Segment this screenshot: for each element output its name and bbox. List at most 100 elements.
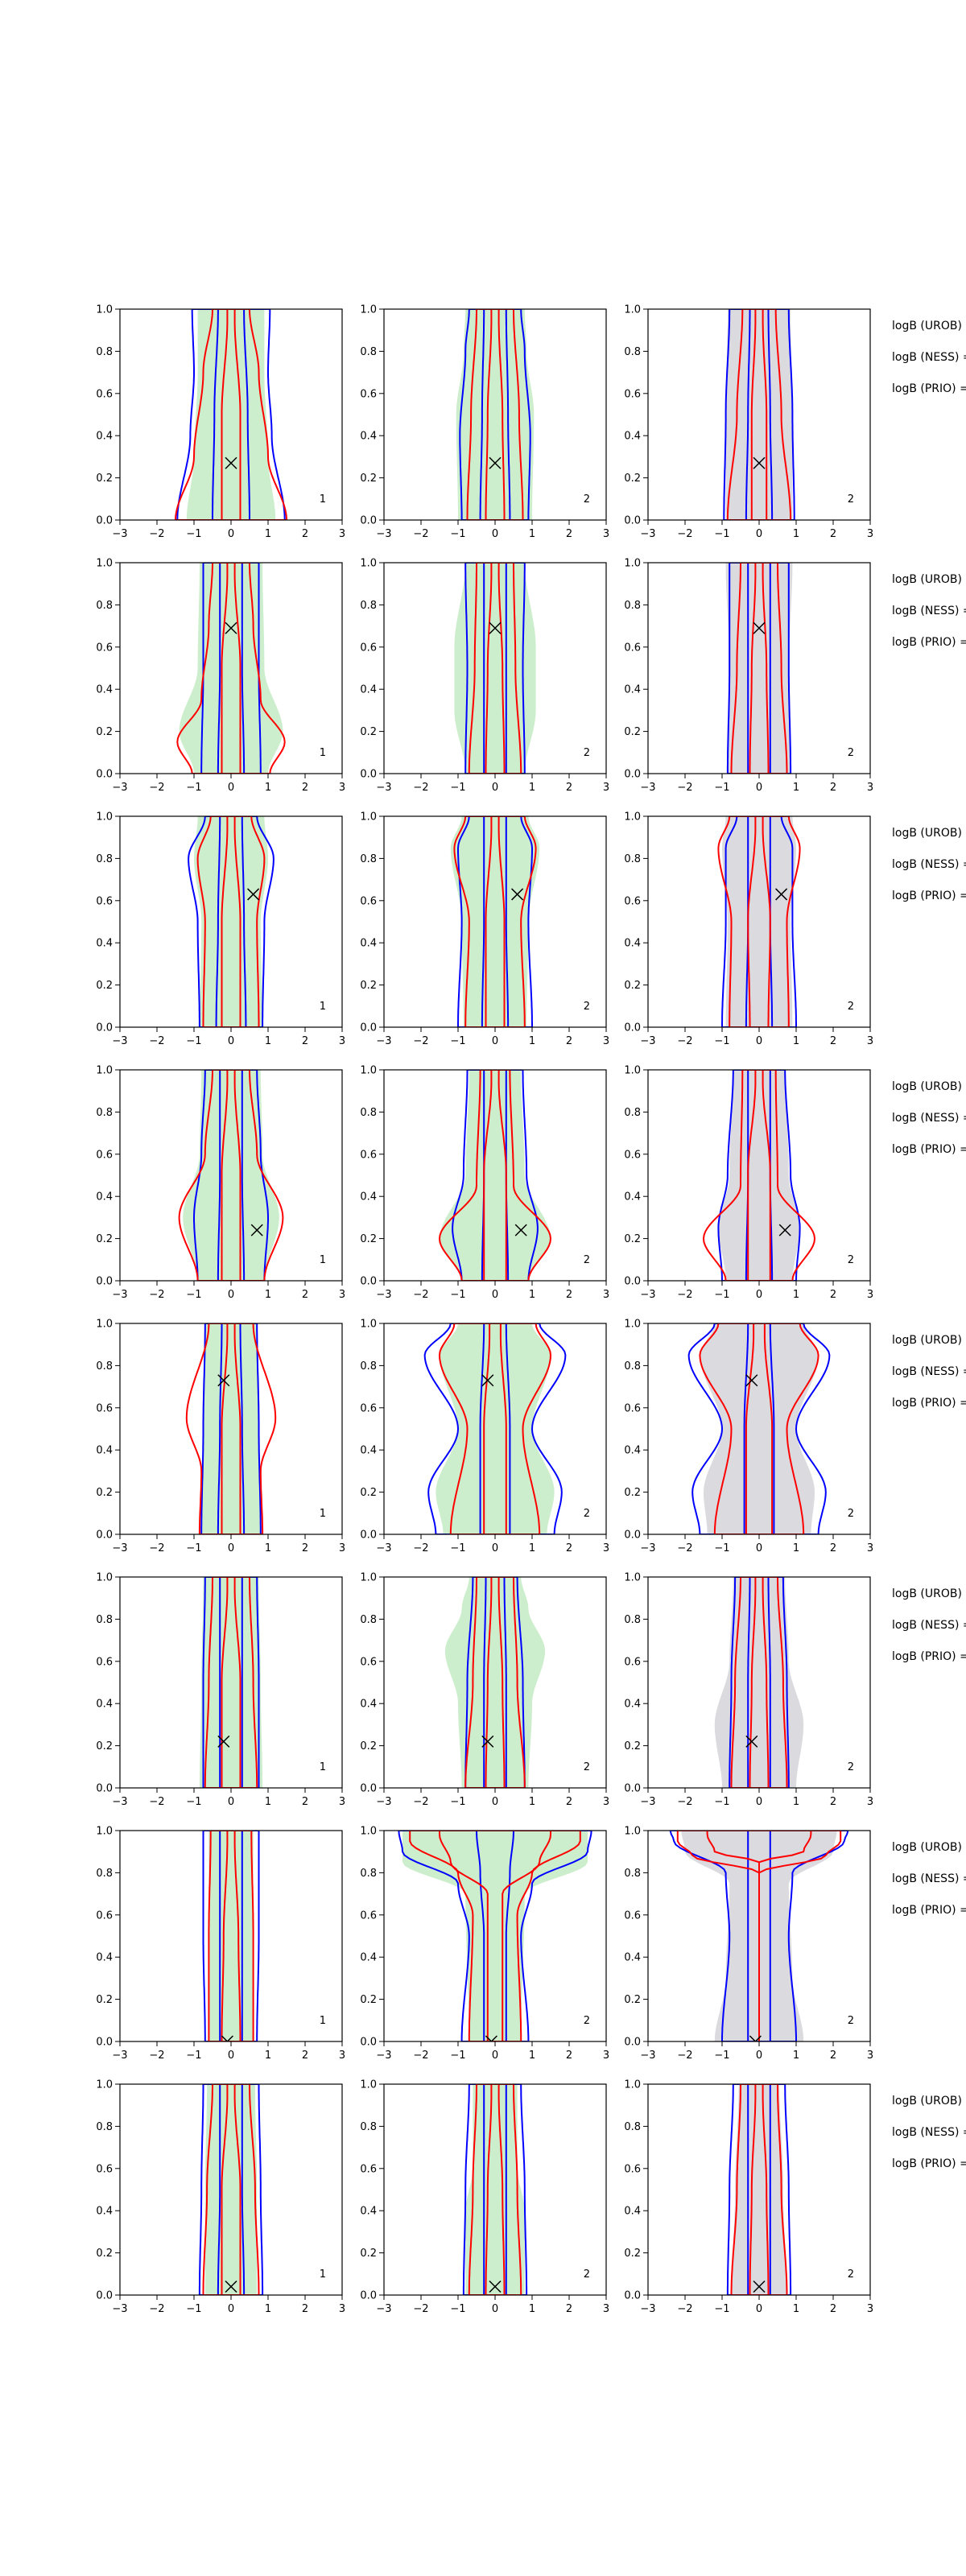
y-tick-label: 0.6 bbox=[96, 1402, 113, 1414]
x-tick-label: −2 bbox=[149, 528, 164, 540]
x-tick-label: −3 bbox=[640, 1542, 655, 1554]
blue-outer-contour bbox=[457, 816, 533, 1027]
x-tick-label: 2 bbox=[830, 2303, 836, 2315]
blue-outer-contour bbox=[200, 1323, 262, 1534]
plot-area bbox=[198, 2084, 264, 2295]
red-outer-contour bbox=[699, 1323, 819, 1534]
x-tick-label: −2 bbox=[677, 1796, 692, 1808]
red-outer-contour bbox=[730, 563, 788, 774]
plot-area bbox=[438, 1070, 552, 1281]
x-tick-label: 1 bbox=[793, 1289, 799, 1301]
y-tick-label: 0.4 bbox=[360, 1445, 377, 1457]
y-tick-label: 1.0 bbox=[624, 1572, 641, 1584]
panel-corner-label: 2 bbox=[848, 493, 854, 506]
blue-inner-contour bbox=[217, 1070, 246, 1281]
y-tick-label: 0.2 bbox=[96, 1740, 113, 1752]
x-tick-label: −1 bbox=[450, 2303, 465, 2315]
x-tick-label: 0 bbox=[756, 1289, 762, 1301]
red-outer-contour bbox=[178, 1070, 284, 1281]
x-tick-label: 0 bbox=[756, 1796, 762, 1808]
y-tick-label: 0.0 bbox=[96, 1530, 113, 1542]
y-tick-label: 0.0 bbox=[360, 769, 377, 781]
red-inner-contour bbox=[745, 1323, 774, 1534]
plot-area bbox=[462, 2084, 528, 2295]
blue-outer-contour bbox=[669, 1831, 849, 2041]
y-tick-label: 0.6 bbox=[96, 642, 113, 654]
y-tick-label: 0.6 bbox=[96, 895, 113, 907]
y-tick-label: 1.0 bbox=[96, 1572, 113, 1584]
density-fill-grey bbox=[725, 563, 793, 774]
x-tick-label: 3 bbox=[603, 1289, 609, 1301]
y-tick-label: 0.0 bbox=[624, 1783, 641, 1795]
y-tick-label: 0.2 bbox=[624, 1994, 641, 2006]
x-marker bbox=[753, 621, 766, 634]
x-tick-label: −1 bbox=[714, 1289, 729, 1301]
contour-panel-r3-c2: −3 −2 −1 0 1 2 3 0.0 0.2 0.4 0.6 0.8 1.0 2 bbox=[360, 811, 609, 1048]
red-inner-contour bbox=[221, 309, 242, 520]
blue-outer-contour bbox=[721, 816, 797, 1027]
red-inner-contour bbox=[483, 1323, 507, 1534]
x-tick-label: 2 bbox=[830, 1289, 836, 1301]
blue-inner-contour bbox=[745, 816, 774, 1027]
logB-label: logB (PRIO) = bbox=[892, 382, 966, 395]
x-tick-label: 2 bbox=[302, 528, 308, 540]
chart-row-3: −3 −2 −1 0 1 2 3 0.0 0.2 0.4 0.6 0.8 1.0 1 −3 −2 −1 0 1 2 3 0… bbox=[96, 811, 966, 1048]
y-tick-label: 1.0 bbox=[360, 304, 377, 316]
y-tick-label: 1.0 bbox=[624, 1319, 641, 1331]
x-tick-label: 3 bbox=[867, 782, 873, 794]
x-marker bbox=[489, 456, 502, 469]
y-tick-label: 0.6 bbox=[360, 1402, 377, 1414]
contour-panel-r5-c1: −3 −2 −1 0 1 2 3 0.0 0.2 0.4 0.6 0.8 1.0 1 bbox=[96, 1319, 345, 1555]
x-tick-label: −2 bbox=[149, 1035, 164, 1047]
x-tick-label: 3 bbox=[603, 1035, 609, 1047]
x-tick-label: 1 bbox=[793, 528, 799, 540]
blue-outer-contour bbox=[459, 309, 531, 520]
x-tick-label: −1 bbox=[450, 1289, 465, 1301]
y-tick-label: 1.0 bbox=[360, 2079, 377, 2091]
x-marker bbox=[481, 1735, 494, 1748]
x-tick-label: 1 bbox=[793, 1035, 799, 1047]
y-tick-label: 0.2 bbox=[624, 2248, 641, 2260]
x-tick-label: 0 bbox=[228, 2303, 234, 2315]
x-tick-label: 3 bbox=[867, 2050, 873, 2062]
x-tick-label: 0 bbox=[228, 1542, 234, 1554]
y-tick-label: 0.2 bbox=[96, 1233, 113, 1245]
plot-area bbox=[725, 563, 793, 774]
x-tick-label: −1 bbox=[714, 1542, 729, 1554]
y-tick-label: 0.8 bbox=[96, 346, 113, 358]
plot-area bbox=[423, 1323, 567, 1534]
y-tick-label: 0.8 bbox=[96, 600, 113, 612]
red-outer-contour bbox=[176, 563, 286, 774]
x-tick-label: 2 bbox=[566, 1542, 572, 1554]
y-tick-label: 0.8 bbox=[624, 1868, 641, 1880]
x-tick-label: 1 bbox=[793, 1796, 799, 1808]
y-tick-label: 0.4 bbox=[624, 431, 641, 443]
y-tick-label: 0.0 bbox=[96, 515, 113, 527]
plot-area bbox=[456, 309, 535, 520]
x-tick-label: −1 bbox=[450, 782, 465, 794]
contour-panel-r1-c1: −3 −2 −1 0 1 2 3 0.0 0.2 0.4 0.6 0.8 1.0 1 bbox=[96, 304, 345, 541]
contour-panel-r2-c3: −3 −2 −1 0 1 2 3 0.0 0.2 0.4 0.6 0.8 1.0 2 bbox=[624, 558, 873, 795]
chart-row-8: −3 −2 −1 0 1 2 3 0.0 0.2 0.4 0.6 0.8 1.0 1 −3 −2 −1 0 1 2 3 0… bbox=[96, 2079, 966, 2316]
x-tick-label: −2 bbox=[149, 2303, 164, 2315]
y-tick-label: 1.0 bbox=[96, 2079, 113, 2091]
red-inner-contour bbox=[221, 2084, 242, 2295]
y-tick-label: 0.8 bbox=[96, 1360, 113, 1373]
blue-outer-contour bbox=[464, 563, 526, 774]
red-inner-contour bbox=[750, 309, 768, 520]
x-marker bbox=[485, 2035, 497, 2041]
density-fill-green bbox=[208, 1831, 254, 2041]
blue-outer-contour bbox=[452, 1070, 539, 1281]
x-tick-label: −3 bbox=[640, 2303, 655, 2315]
y-tick-label: 1.0 bbox=[360, 811, 377, 824]
red-outer-contour bbox=[726, 309, 792, 520]
x-tick-label: 1 bbox=[265, 1796, 271, 1808]
y-tick-label: 0.6 bbox=[360, 642, 377, 654]
row-side-labels: logB (UROB) = logB (NESS) = logB (PRIO) = bbox=[892, 573, 966, 649]
blue-inner-contour bbox=[483, 563, 507, 774]
y-tick-label: 0.4 bbox=[96, 1952, 113, 1964]
y-tick-label: 1.0 bbox=[360, 1319, 377, 1331]
y-tick-label: 0.8 bbox=[360, 1360, 377, 1373]
contour-panel-r2-c1: −3 −2 −1 0 1 2 3 0.0 0.2 0.4 0.6 0.8 1.0 1 bbox=[96, 558, 345, 795]
plot-area bbox=[176, 563, 286, 774]
